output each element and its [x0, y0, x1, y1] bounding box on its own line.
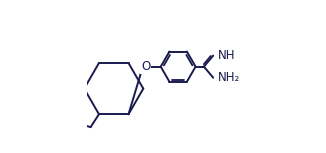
- Text: O: O: [141, 60, 150, 73]
- Text: NH₂: NH₂: [218, 71, 240, 84]
- Text: NH: NH: [218, 49, 235, 62]
